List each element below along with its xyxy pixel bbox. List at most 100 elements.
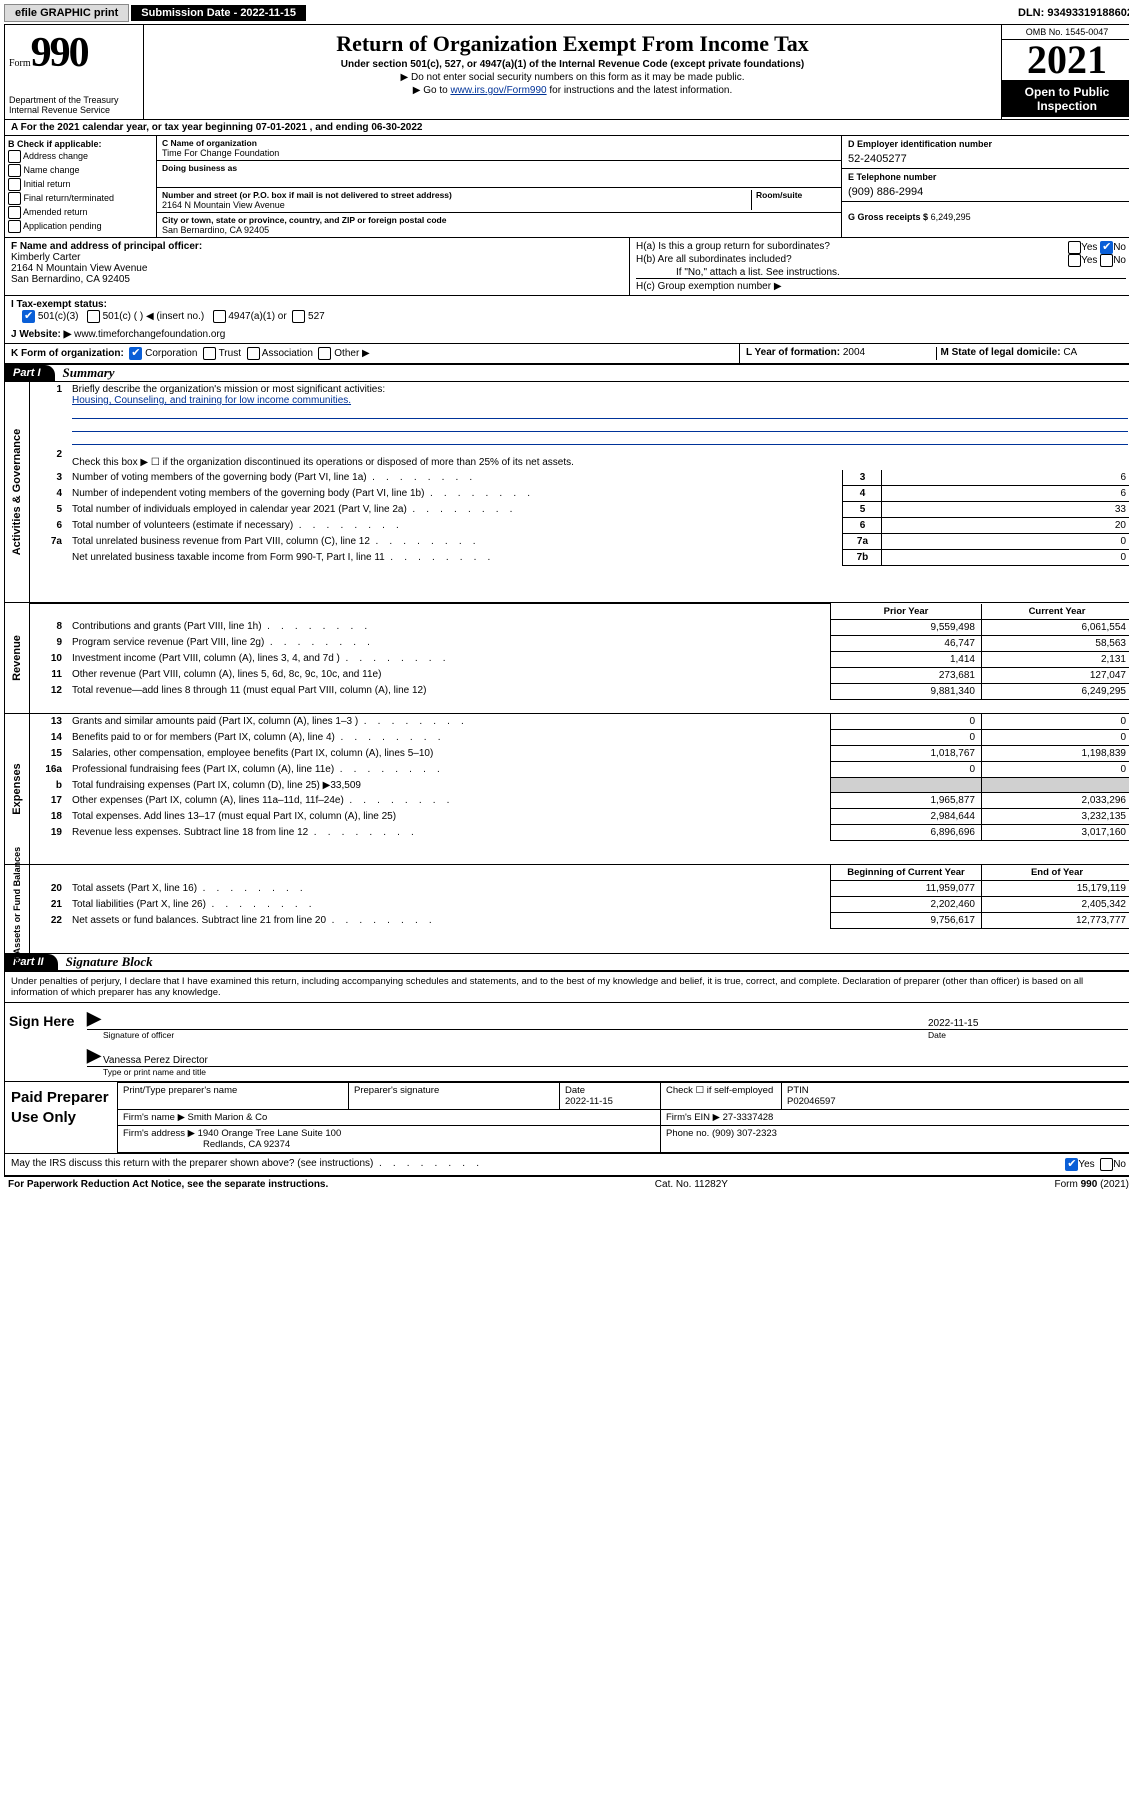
c18: 3,232,135 xyxy=(982,809,1129,825)
governance-section: Activities & Governance 1 Briefly descri… xyxy=(5,382,1129,602)
col-b-checkboxes: B Check if applicable: Address change Na… xyxy=(5,136,157,237)
p16b xyxy=(831,778,982,793)
city-value: San Bernardino, CA 92405 xyxy=(162,225,836,235)
chk-application-pending[interactable]: Application pending xyxy=(8,220,153,233)
footer-mid: Cat. No. 11282Y xyxy=(655,1179,728,1190)
irs-link[interactable]: www.irs.gov/Form990 xyxy=(450,85,546,96)
room-label: Room/suite xyxy=(756,190,836,200)
chk-final-return[interactable]: Final return/terminated xyxy=(8,192,153,205)
may-discuss-yes[interactable]: ✔Yes No xyxy=(1065,1158,1126,1171)
chk-other[interactable] xyxy=(318,347,331,360)
officer-addr2: San Bernardino, CA 92405 xyxy=(11,274,623,285)
c16b xyxy=(982,778,1129,793)
preparer-name-cell: Print/Type preparer's name xyxy=(118,1083,349,1110)
form-number-cell: Form990 Department of the Treasury Inter… xyxy=(5,25,144,119)
chk-501c3[interactable]: ✔ xyxy=(22,310,35,323)
street-value: 2164 N Mountain View Avenue xyxy=(162,200,751,210)
sign-here-label: Sign Here xyxy=(5,1003,83,1081)
line14: Benefits paid to or for members (Part IX… xyxy=(68,730,831,746)
year-cell: OMB No. 1545-0047 2021 Open to PublicIns… xyxy=(1001,25,1129,119)
preparer-sig-cell: Preparer's signature xyxy=(349,1083,560,1110)
col-b-title: B Check if applicable: xyxy=(8,139,153,149)
footer-right: Form 990 (2021) xyxy=(1055,1179,1129,1190)
prior-year-hdr: Prior Year xyxy=(831,604,982,620)
p15: 1,018,767 xyxy=(831,746,982,762)
part-i-title: Summary xyxy=(55,365,115,381)
c10: 2,131 xyxy=(982,651,1129,667)
c20: 15,179,119 xyxy=(982,881,1129,897)
c15: 1,198,839 xyxy=(982,746,1129,762)
chk-initial-return[interactable]: Initial return xyxy=(8,178,153,191)
p17: 1,965,877 xyxy=(831,793,982,809)
part-i-header: Part I Summary xyxy=(5,364,1129,382)
form-header: Form990 Department of the Treasury Inter… xyxy=(5,25,1129,120)
chk-527[interactable] xyxy=(292,310,305,323)
c13: 0 xyxy=(982,714,1129,730)
m-label: M State of legal domicile: xyxy=(941,347,1061,358)
firm-name-cell: Firm's name ▶ Smith Marion & Co xyxy=(118,1110,661,1126)
part-i-tab: Part I xyxy=(5,365,55,381)
p22: 9,756,617 xyxy=(831,913,982,929)
arrow2-post: for instructions and the latest informat… xyxy=(547,85,733,96)
sign-here-fields: ▶ 2022-11-15 Signature of officer Date ▶… xyxy=(83,1003,1129,1081)
notice-line-1: ▶ Do not enter social security numbers o… xyxy=(148,72,997,83)
col-c-name-address: C Name of organization Time For Change F… xyxy=(157,136,841,237)
line11: Other revenue (Part VIII, column (A), li… xyxy=(68,667,831,683)
preparer-date-cell: Date2022-11-15 xyxy=(560,1083,661,1110)
signature-block: Under penalties of perjury, I declare th… xyxy=(5,971,1129,1175)
page-footer: For Paperwork Reduction Act Notice, see … xyxy=(4,1176,1129,1192)
domicile-state: CA xyxy=(1063,347,1077,358)
c16a: 0 xyxy=(982,762,1129,778)
i-label: I Tax-exempt status: xyxy=(11,299,107,310)
firm-address-cell: Firm's address ▶ 1940 Orange Tree Lane S… xyxy=(118,1126,661,1153)
chk-501c[interactable] xyxy=(87,310,100,323)
vtab-revenue: Revenue xyxy=(5,603,30,713)
open-to-public: Open to PublicInspection xyxy=(1002,81,1129,117)
p14: 0 xyxy=(831,730,982,746)
v4: 6 xyxy=(882,486,1129,502)
line22: Net assets or fund balances. Subtract li… xyxy=(68,913,831,929)
gross-receipts-value: 6,249,295 xyxy=(931,212,971,222)
p13: 0 xyxy=(831,714,982,730)
form-subtitle: Under section 501(c), 527, or 4947(a)(1)… xyxy=(148,59,997,70)
paid-preparer-label: Paid Preparer Use Only xyxy=(5,1082,117,1153)
efile-button[interactable]: efile GRAPHIC print xyxy=(4,4,129,22)
row-a-tax-year: A For the 2021 calendar year, or tax yea… xyxy=(5,120,1129,136)
line2: Check this box ▶ ☐ if the organization d… xyxy=(68,447,1129,470)
may-discuss-label: May the IRS discuss this return with the… xyxy=(11,1158,1065,1171)
c11: 127,047 xyxy=(982,667,1129,683)
line8: Contributions and grants (Part VIII, lin… xyxy=(68,619,831,635)
ha-yes[interactable]: Yes ✔No xyxy=(1068,241,1126,254)
officer-signature-line[interactable]: ▶ 2022-11-15 xyxy=(87,1007,1128,1030)
line7b: Net unrelated business taxable income fr… xyxy=(68,550,843,566)
group-return-cell: H(a) Is this a group return for subordin… xyxy=(630,238,1129,295)
line6: Total number of volunteers (estimate if … xyxy=(68,518,843,534)
year-formation: 2004 xyxy=(843,347,865,358)
line4: Number of independent voting members of … xyxy=(68,486,843,502)
chk-address-change[interactable]: Address change xyxy=(8,150,153,163)
ein-value: 52-2405277 xyxy=(848,153,1126,165)
boy-hdr: Beginning of Current Year xyxy=(831,865,982,881)
c19: 3,017,160 xyxy=(982,825,1129,841)
c9: 58,563 xyxy=(982,635,1129,651)
chk-4947[interactable] xyxy=(213,310,226,323)
v7b: 0 xyxy=(882,550,1129,566)
current-year-hdr: Current Year xyxy=(982,604,1129,620)
vtab-expenses: Expenses xyxy=(5,714,30,864)
net-assets-section: Net Assets or Fund Balances Beginning of… xyxy=(5,864,1129,953)
line13: Grants and similar amounts paid (Part IX… xyxy=(68,714,831,730)
p11: 273,681 xyxy=(831,667,982,683)
officer-name: Kimberly Carter xyxy=(11,252,623,263)
chk-trust[interactable] xyxy=(203,347,216,360)
chk-assoc[interactable] xyxy=(247,347,260,360)
chk-corp[interactable]: ✔ xyxy=(129,347,142,360)
hb-yes[interactable]: Yes No xyxy=(1068,254,1126,267)
chk-amended-return[interactable]: Amended return xyxy=(8,206,153,219)
col-de: D Employer identification number 52-2405… xyxy=(841,136,1129,237)
chk-name-change[interactable]: Name change xyxy=(8,164,153,177)
website-cell: J Website: ▶ www.timeforchangefoundation… xyxy=(5,326,1129,343)
tax-exempt-cell: I Tax-exempt status: ✔ 501(c)(3) 501(c) … xyxy=(5,296,1129,326)
self-employed-cell[interactable]: Check ☐ if self-employed xyxy=(661,1083,782,1110)
officer-name-line[interactable]: ▶ Vanessa Perez Director xyxy=(87,1044,1128,1067)
form-prefix: Form xyxy=(9,58,31,69)
